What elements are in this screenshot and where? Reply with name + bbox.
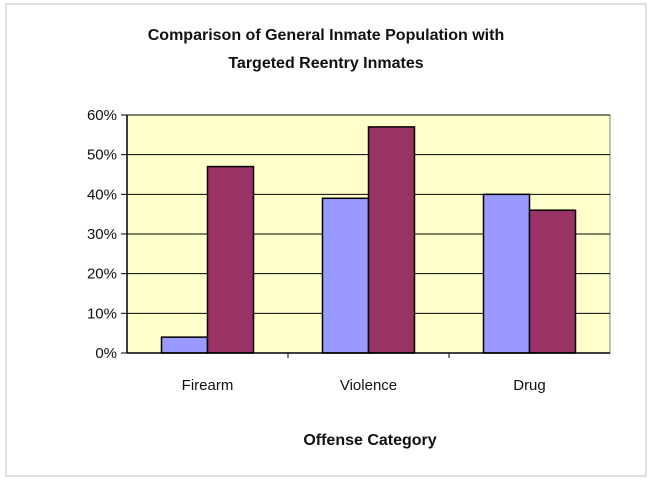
chart-subtitle: Targeted Reentry Inmates [228, 55, 423, 72]
x-tick-label-firearm: Firearm [182, 377, 234, 394]
y-axis-ticks: 0% 10% 20% 30% 40% 50% 60% [87, 107, 127, 362]
bar-drug-series-2 [528, 209, 577, 354]
y-tick-label: 10% [87, 305, 117, 322]
y-tick-label: 20% [87, 266, 117, 283]
y-tick-label: 60% [87, 107, 117, 124]
bars [160, 126, 577, 354]
x-tick-label-drug: Drug [513, 377, 546, 394]
bar-firearm-series-1 [160, 336, 209, 354]
bar-drug-series-1 [482, 193, 531, 354]
x-axis-label: Offense Category [303, 432, 436, 449]
y-tick-label: 50% [87, 147, 117, 164]
chart-title: Comparison of General Inmate Population … [148, 27, 504, 44]
x-axis-categories: Firearm Violence Drug [182, 353, 546, 394]
bar-firearm-series-2 [206, 165, 255, 354]
bar-violence-series-2 [367, 126, 416, 354]
x-tick-label-violence: Violence [340, 377, 397, 394]
y-tick-label: 40% [87, 186, 117, 203]
y-tick-label: 30% [87, 226, 117, 243]
y-tick-label: 0% [95, 345, 117, 362]
bar-violence-series-1 [321, 197, 370, 354]
